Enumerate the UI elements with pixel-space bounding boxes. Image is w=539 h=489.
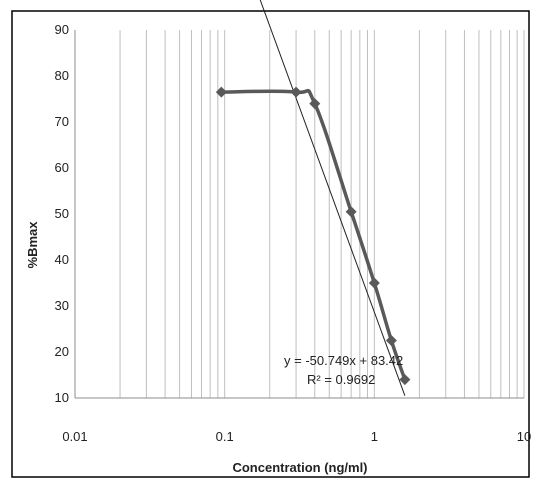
grid — [119, 30, 525, 398]
data-point-marker — [385, 335, 397, 346]
x-tick-label: 0.1 — [216, 429, 234, 444]
y-tick-label: 60 — [55, 160, 69, 175]
trendline — [259, 0, 406, 396]
series — [215, 86, 411, 386]
trend-equation-label: y = -50.749x + 83.42 — [284, 353, 403, 368]
y-tick-label: 80 — [55, 68, 69, 83]
trendline-line — [259, 0, 406, 396]
x-tick-label: 1 — [371, 429, 378, 444]
axes — [74, 30, 524, 399]
chart-border — [11, 10, 530, 478]
data-point-marker — [368, 277, 380, 289]
y-tick-label: 40 — [55, 252, 69, 267]
data-point-marker — [345, 206, 357, 218]
y-tick-label: 30 — [55, 298, 69, 313]
y-axis-title: %Bmax — [25, 221, 40, 269]
y-tick-label: 10 — [55, 390, 69, 405]
data-point-marker — [215, 86, 227, 98]
x-tick-label: 10 — [517, 429, 531, 444]
y-tick-label: 90 — [55, 22, 69, 37]
y-tick-label: 70 — [55, 114, 69, 129]
y-tick-label: 20 — [55, 344, 69, 359]
data-point-marker — [290, 86, 302, 98]
trend-r2-label: R² = 0.9692 — [307, 372, 375, 387]
x-tick-label: 0.01 — [62, 429, 87, 444]
x-axis-title: Concentration (ng/ml) — [232, 460, 367, 475]
y-tick-label: 50 — [55, 206, 69, 221]
data-point-marker — [399, 374, 411, 386]
x-tick-labels: 0.01 0.1 1 10 — [62, 429, 531, 444]
y-tick-labels: 10 20 30 40 50 60 70 80 90 — [55, 22, 69, 405]
data-point-marker — [309, 98, 321, 110]
